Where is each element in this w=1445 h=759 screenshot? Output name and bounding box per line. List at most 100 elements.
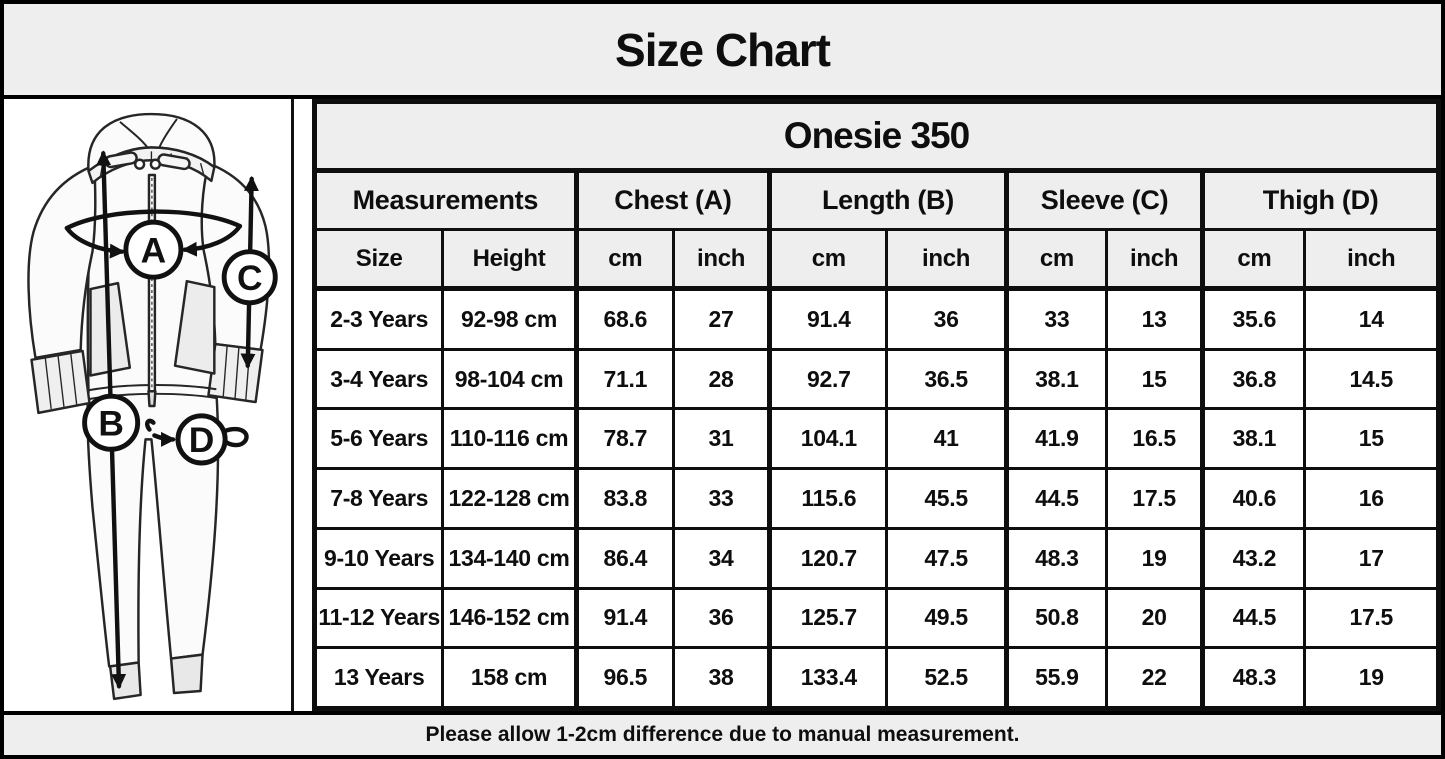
product-name: Onesie 350	[313, 100, 1440, 173]
title-bar: Size Chart	[4, 4, 1441, 99]
value-cell: 50.8	[1003, 586, 1109, 650]
table-row: 7-8 Years 122-128 cm 83.8 33 115.6 45.5 44.5 17…	[312, 467, 1440, 530]
length-label: B	[98, 404, 124, 443]
value-cell: 19	[1104, 526, 1205, 590]
value-cell: 133.4	[767, 646, 889, 710]
height-cell: 158 cm	[441, 646, 578, 710]
value-cell: 20	[1104, 586, 1205, 650]
value-cell: 52.5	[885, 646, 1008, 710]
chest-arrow-right	[181, 223, 243, 257]
value-cell: 38.1	[1003, 347, 1109, 411]
value-cell: 41.9	[1003, 407, 1109, 471]
value-cell: 125.7	[767, 586, 889, 650]
value-cell: 28	[671, 347, 772, 411]
onesie-sketch	[27, 112, 271, 701]
col-group-chest: Chest (A)	[573, 169, 772, 231]
value-cell: 14	[1303, 287, 1440, 351]
value-cell: 91.4	[767, 287, 889, 351]
value-cell: 27	[671, 287, 772, 351]
garment-diagram-panel: A B C D	[4, 99, 294, 711]
value-cell: 36	[885, 287, 1008, 351]
value-cell: 47.5	[885, 526, 1008, 590]
thigh-hook	[145, 418, 156, 432]
value-cell: 115.6	[767, 467, 889, 530]
value-cell: 34	[671, 526, 772, 590]
col-group-sleeve: Sleeve (C)	[1003, 169, 1205, 231]
thigh-loop	[220, 426, 249, 448]
value-cell: 16	[1303, 467, 1440, 530]
thigh-label: D	[189, 421, 215, 460]
value-cell: 48.3	[1200, 646, 1307, 710]
size-table: Onesie 350 Measurements Chest (A) Length…	[312, 99, 1441, 711]
table-row: 11-12 Years 146-152 cm 91.4 36 125.7 49.5 50.8…	[312, 586, 1440, 650]
value-cell: 17.5	[1303, 586, 1440, 650]
value-cell: 43.2	[1200, 526, 1307, 590]
value-cell: 83.8	[573, 467, 675, 530]
value-cell: 19	[1303, 646, 1440, 710]
thigh-label-circle	[175, 413, 228, 466]
onesie-measurement-diagram: A B C D	[27, 112, 278, 701]
chest-band-arc	[64, 209, 243, 231]
sub-header-row: Size Height cm inch cm inch cm inch cm inch	[312, 228, 1440, 291]
value-cell: 13	[1104, 287, 1205, 351]
sleeve-label: C	[237, 259, 263, 298]
value-cell: 33	[1003, 287, 1109, 351]
size-cell: 7-8 Years	[312, 467, 445, 530]
sub-header-sleeve-cm: cm	[1003, 228, 1109, 291]
value-cell: 31	[671, 407, 772, 471]
size-cell: 3-4 Years	[312, 347, 445, 411]
sub-header-size: Size	[312, 228, 445, 291]
sleeve-label-circle	[221, 249, 278, 306]
size-table-body: 2-3 Years 92-98 cm 68.6 27 91.4 36 33 13 35.6 14 3…	[312, 287, 1440, 710]
chest-label: A	[141, 231, 167, 270]
table-row: 2-3 Years 92-98 cm 68.6 27 91.4 36 33 13 35.6 14	[312, 287, 1440, 351]
value-cell: 33	[671, 467, 772, 530]
value-cell: 44.5	[1200, 586, 1307, 650]
sub-header-length-inch: inch	[885, 228, 1008, 291]
measurement-annotations: A B C D	[64, 150, 278, 690]
value-cell: 104.1	[767, 407, 889, 471]
height-cell: 98-104 cm	[441, 347, 578, 411]
value-cell: 15	[1104, 347, 1205, 411]
product-row: Onesie 350	[313, 100, 1440, 173]
value-cell: 86.4	[573, 526, 675, 590]
size-cell: 5-6 Years	[312, 407, 445, 471]
value-cell: 91.4	[573, 586, 675, 650]
value-cell: 17	[1303, 526, 1440, 590]
value-cell: 71.1	[573, 347, 675, 411]
col-group-length: Length (B)	[767, 169, 1008, 231]
height-cell: 92-98 cm	[441, 287, 578, 351]
value-cell: 92.7	[767, 347, 889, 411]
size-cell: 2-3 Years	[312, 287, 445, 351]
sub-header-chest-cm: cm	[573, 228, 675, 291]
value-cell: 96.5	[573, 646, 675, 710]
value-cell: 38	[671, 646, 772, 710]
chest-label-circle	[123, 219, 184, 280]
value-cell: 48.3	[1003, 526, 1109, 590]
table-row: 9-10 Years 134-140 cm 86.4 34 120.7 47.5 48.3 1…	[312, 526, 1440, 590]
height-cell: 122-128 cm	[441, 467, 578, 530]
size-cell: 13 Years	[312, 646, 445, 710]
size-cell: 9-10 Years	[312, 526, 445, 590]
value-cell: 78.7	[573, 407, 675, 471]
length-label-circle	[82, 393, 141, 452]
value-cell: 22	[1104, 646, 1205, 710]
col-group-thigh: Thigh (D)	[1200, 169, 1440, 231]
height-cell: 134-140 cm	[441, 526, 578, 590]
sub-header-chest-inch: inch	[671, 228, 772, 291]
sub-header-height: Height	[441, 228, 578, 291]
thigh-arrow	[152, 431, 177, 447]
value-cell: 40.6	[1200, 467, 1307, 530]
value-cell: 120.7	[767, 526, 889, 590]
value-cell: 55.9	[1003, 646, 1109, 710]
value-cell: 36.8	[1200, 347, 1307, 411]
value-cell: 41	[885, 407, 1008, 471]
value-cell: 15	[1303, 407, 1440, 471]
sub-header-thigh-cm: cm	[1200, 228, 1307, 291]
footer-note-bar: Please allow 1-2cm difference due to man…	[4, 711, 1441, 755]
table-row: 5-6 Years 110-116 cm 78.7 31 104.1 41 41.9 16.5…	[312, 407, 1440, 471]
value-cell: 16.5	[1104, 407, 1205, 471]
sub-header-length-cm: cm	[767, 228, 889, 291]
sub-header-thigh-inch: inch	[1303, 228, 1440, 291]
